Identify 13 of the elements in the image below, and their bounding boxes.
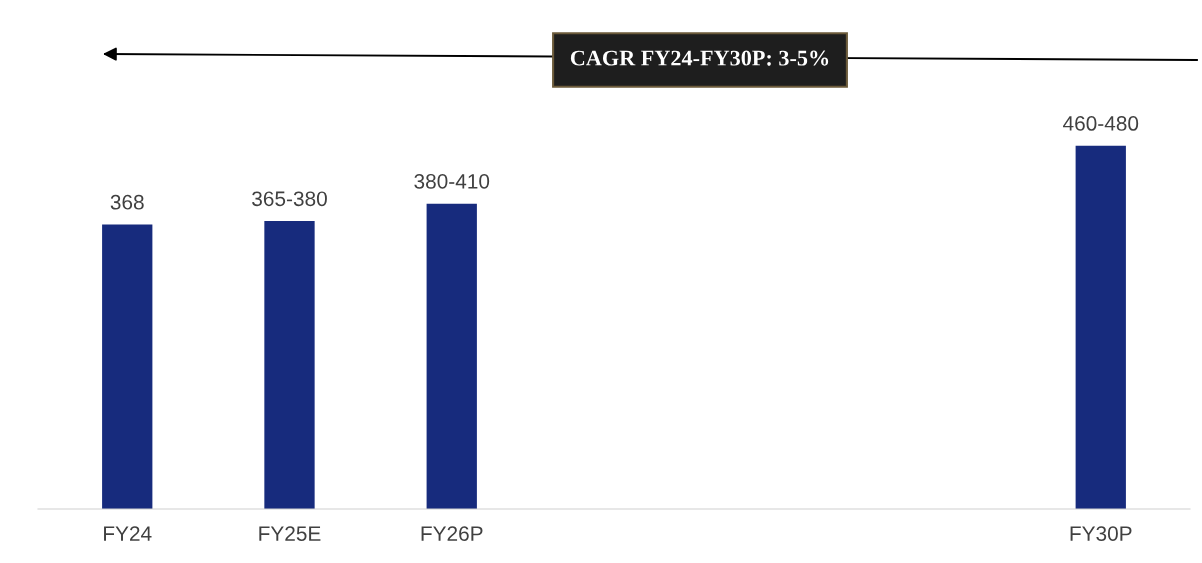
x-tick-label: FY24 <box>104 526 152 541</box>
data-label: 460-480 <box>1063 116 1139 131</box>
bar <box>426 203 477 509</box>
x-tick-label: FY25E <box>259 526 321 541</box>
bar <box>102 224 153 509</box>
data-label: 368 <box>110 194 144 210</box>
x-tick-label: FY30P <box>1070 526 1132 541</box>
data-label: 365-380 <box>252 191 327 207</box>
text: CAGR FY24-FY30P: 3-5% <box>570 50 829 66</box>
data-label: 380-410 <box>414 173 490 189</box>
x-tick-label: FY26P <box>421 526 483 541</box>
bar <box>264 221 315 509</box>
bar <box>1075 145 1126 509</box>
